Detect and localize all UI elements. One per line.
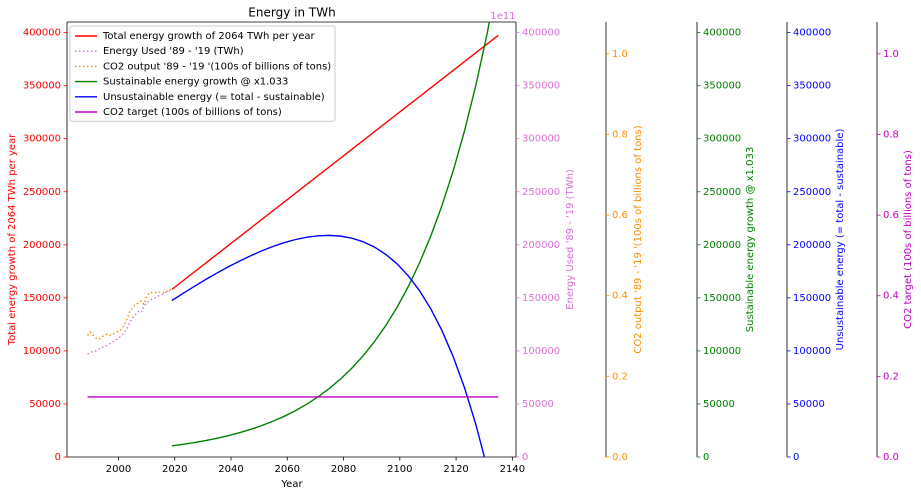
y-tick-label: 0.8 <box>612 129 628 140</box>
y-tick-label: 250000 <box>522 187 560 198</box>
y-tick-label: 100000 <box>522 346 560 357</box>
y-tick-label: 0.6 <box>612 210 628 221</box>
y-axis-label: Energy Used '89 - '19 (TWh) <box>565 169 576 310</box>
y-tick-label: 250000 <box>703 187 741 198</box>
y-tick-label: 350000 <box>703 81 741 92</box>
y-tick-label: 300000 <box>522 134 560 145</box>
y-tick-label: 0 <box>703 452 709 463</box>
y-tick-label: 0.4 <box>883 291 899 302</box>
legend-label: Sustainable energy growth @ x1.033 <box>103 77 288 88</box>
y-tick-label: 1.0 <box>883 49 899 60</box>
series-line <box>171 34 499 290</box>
legend-label: Energy Used '89 - '19 (TWh) <box>103 46 244 57</box>
y-tick-label: 0 <box>522 452 528 463</box>
y-tick-label: 0.6 <box>883 210 899 221</box>
y-tick-label: 0.2 <box>612 371 628 382</box>
y-tick-label: 150000 <box>703 293 741 304</box>
plot-area <box>87 22 499 457</box>
x-tick-label: 2020 <box>162 464 187 475</box>
y-tick-label: 0 <box>793 452 799 463</box>
y-axis-label: Unsustainable energy (= total - sustaina… <box>835 129 846 351</box>
x-tick-label: 2140 <box>500 464 525 475</box>
offset-text: 1e11 <box>490 11 515 22</box>
y-tick-label: 200000 <box>23 240 61 251</box>
y-tick-label: 0.8 <box>883 129 899 140</box>
legend-box <box>69 25 336 122</box>
y-axis-label: CO2 output '89 - '19 '(100s of billions … <box>633 125 644 353</box>
y-tick-label: 350000 <box>23 81 61 92</box>
y-tick-label: 150000 <box>23 293 61 304</box>
legend-label: CO2 target (100s of billions of tons) <box>103 107 282 118</box>
y-tick-label: 0.0 <box>883 452 899 463</box>
x-tick-label: 2120 <box>443 464 468 475</box>
y-tick-label: 150000 <box>522 293 560 304</box>
y-tick-label: 300000 <box>793 134 831 145</box>
y-tick-label: 1.0 <box>612 49 628 60</box>
series-line <box>87 288 172 341</box>
x-tick-label: 2060 <box>275 464 300 475</box>
x-tick-label: 2040 <box>218 464 243 475</box>
x-tick-label: 2100 <box>387 464 412 475</box>
y-tick-label: 0 <box>55 452 61 463</box>
y-tick-label: 400000 <box>793 28 831 39</box>
y-tick-label: 50000 <box>522 399 554 410</box>
y-tick-label: 50000 <box>703 399 735 410</box>
y-tick-label: 50000 <box>793 399 825 410</box>
y-tick-label: 0.4 <box>612 291 628 302</box>
chart-title: Energy in TWh <box>248 6 335 20</box>
y-tick-label: 250000 <box>793 187 831 198</box>
y-tick-label: 400000 <box>23 28 61 39</box>
y-tick-label: 50000 <box>29 399 61 410</box>
legend-label: Unsustainable energy (= total - sustaina… <box>103 92 325 103</box>
y-axis-label: Total energy growth of 2064 TWh per year <box>7 133 18 346</box>
y-tick-label: 350000 <box>793 81 831 92</box>
y-tick-label: 250000 <box>23 187 61 198</box>
legend-label: CO2 output '89 - '19 '(100s of billions … <box>103 61 331 72</box>
y-tick-label: 200000 <box>703 240 741 251</box>
y-tick-label: 150000 <box>793 293 831 304</box>
y-tick-label: 400000 <box>703 28 741 39</box>
y-tick-label: 400000 <box>522 28 560 39</box>
y-tick-label: 300000 <box>703 134 741 145</box>
y-tick-label: 200000 <box>793 240 831 251</box>
y-tick-label: 100000 <box>23 346 61 357</box>
y-tick-label: 100000 <box>793 346 831 357</box>
y-tick-label: 100000 <box>703 346 741 357</box>
series-line <box>171 234 486 457</box>
y-axis-label: Sustainable energy growth @ x1.033 <box>745 147 756 332</box>
y-tick-label: 300000 <box>23 134 61 145</box>
y-tick-label: 0.2 <box>883 371 899 382</box>
y-tick-label: 200000 <box>522 240 560 251</box>
x-axis-label: Year <box>280 479 303 490</box>
series-line <box>171 22 491 447</box>
legend-label: Total energy growth of 2064 TWh per year <box>102 31 315 42</box>
x-tick-label: 2080 <box>331 464 356 475</box>
y-tick-label: 350000 <box>522 81 560 92</box>
y-axis-label: CO2 target (100s of billions of tons) <box>903 150 914 329</box>
y-tick-label: 0.0 <box>612 452 628 463</box>
x-tick-label: 2000 <box>106 464 131 475</box>
